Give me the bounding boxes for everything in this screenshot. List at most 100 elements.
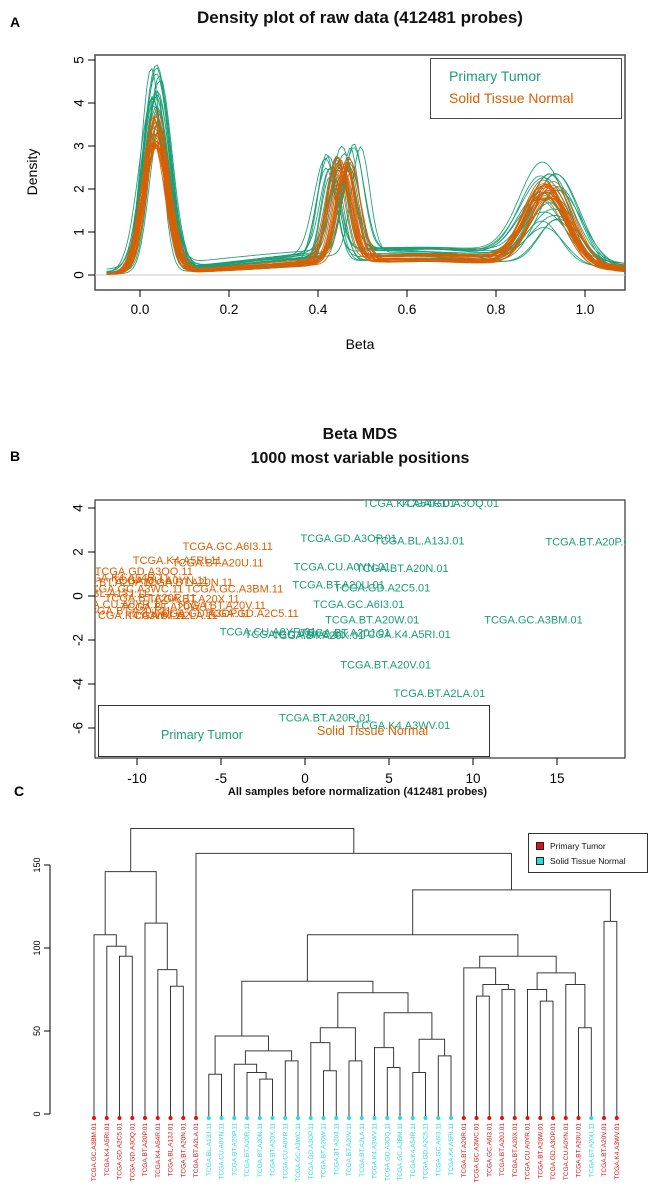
leaf-label: TCGA.K4.A5RI.01: [104, 1123, 111, 1176]
dendrogram-merge: [479, 955, 557, 973]
leaf-label: TCGA.GD.A2C5.11: [423, 1123, 430, 1180]
dendrogram-merge: [259, 1078, 273, 1118]
legend-label-solid-tissue-normal: Solid Tissue Normal: [550, 855, 626, 866]
leaf-dot: [372, 1116, 377, 1120]
dendrogram-merge: [501, 989, 516, 1118]
leaf-dot: [602, 1116, 606, 1120]
leaf-dot: [461, 1116, 466, 1120]
plot-box: [94, 499, 626, 759]
sample-point-label: TCGA.K4.A3WV.01: [355, 720, 451, 732]
leaf-label: TCGA.BT.A20P.11: [231, 1123, 238, 1176]
leaf-dot: [232, 1116, 237, 1120]
dendrogram-merge: [482, 984, 509, 997]
sample-point-label: TCGA.K4.A54R.11: [77, 573, 169, 585]
leaf-label: TCGA.BT.A2LA.01: [193, 1123, 200, 1178]
leaf-label: TCGA.GD.A3OP.01: [550, 1123, 557, 1180]
y-tick-label: 2: [72, 185, 87, 193]
sample-point-label: TCGA.GC.A3BM.11: [186, 584, 284, 596]
leaf-dot: [576, 1116, 581, 1120]
leaf-label: TCGA.CU.A0YN.01: [563, 1123, 570, 1180]
leaf-label: TCGA.GD.A3OQ.11: [384, 1123, 391, 1181]
leaf-dot: [143, 1116, 147, 1120]
legend-item-solid-tissue-normal: Solid Tissue Normal: [449, 87, 621, 109]
leaf-dot: [130, 1116, 135, 1120]
dendrogram-merge: [195, 852, 512, 1118]
leaf-dot: [308, 1116, 313, 1120]
x-tick-label: 0: [301, 771, 309, 786]
leaf-label: TCGA.GC.A3BM.11: [397, 1123, 404, 1181]
sample-point-label: TCGA.BL.A13J.11: [59, 588, 149, 600]
leaf-label: TCGA.CU.A0YR.11: [282, 1123, 289, 1180]
leaf-dot: [117, 1116, 122, 1120]
dendrogram-merge: [241, 980, 374, 1036]
y-tick-label: 1: [72, 228, 87, 236]
leaf-dot: [92, 1116, 96, 1120]
leaf-dot: [270, 1116, 275, 1120]
dendrogram-merge: [93, 934, 117, 1118]
dendrogram-merge: [463, 967, 497, 1118]
sample-point-label: TCGA.K4.A3WV.11: [91, 610, 186, 622]
dendrogram-merge: [310, 1042, 331, 1118]
panel-a-legend: Primary Tumor Solid Tissue Normal: [430, 58, 622, 119]
leaf-label: TCGA.CU.A0YN.11: [219, 1123, 226, 1180]
panel-a-x-axis-label: Beta: [345, 336, 375, 352]
leaf-label: TCGA.BT.A20U.01: [576, 1123, 583, 1178]
x-tick-label: -5: [215, 771, 227, 786]
density-curve: [106, 131, 625, 274]
y-tick-label: -6: [71, 722, 86, 734]
sample-point-label: TCGA.CU.A0YR.11: [69, 599, 165, 611]
x-tick-label: 10: [465, 771, 480, 786]
sample-point-label: TCGA.BT.A20P.01: [545, 536, 635, 548]
leaf-dot: [538, 1116, 543, 1120]
x-tick-label: 0.4: [309, 302, 328, 317]
y-tick-label: 0: [71, 592, 86, 600]
y-tick-label: 150: [32, 857, 42, 872]
sample-point-label: TCGA.K4.A5RI.11: [133, 555, 222, 567]
legend-label-primary-tumor: Primary Tumor: [449, 68, 541, 84]
density-curve: [106, 114, 625, 275]
dendrogram-merge: [170, 985, 184, 1118]
sample-point-label: TCGA.BT.A20R.01: [279, 712, 371, 724]
leaf-dot: [321, 1116, 326, 1120]
y-tick-label: 50: [32, 1026, 42, 1036]
plot-box: [94, 54, 626, 291]
leaf-dot: [257, 1116, 262, 1120]
dendrogram-merge: [418, 1038, 446, 1073]
dendrogram-merge: [603, 920, 618, 1118]
dendrogram-merge: [539, 1000, 554, 1118]
dendrogram-merge: [306, 934, 519, 982]
sample-point-label: TCGA.BT.A20W.11: [121, 601, 214, 613]
leaf-label: TCGA.BT.A20W.11: [321, 1123, 328, 1179]
sample-point-label: TCGA.CU.A0YN.11: [113, 575, 209, 587]
leaf-dot: [168, 1116, 173, 1120]
y-tick-label: -2: [71, 634, 86, 646]
legend-item-solid-tissue-normal: Solid Tissue Normal: [536, 853, 647, 868]
legend-item-primary-tumor: Primary Tumor: [449, 65, 621, 87]
dendrogram-merge: [214, 1035, 269, 1075]
leaf-dot: [385, 1116, 390, 1120]
sample-point-label: TCGA.BT.A20U.01: [292, 579, 384, 591]
leaf-dot: [194, 1116, 198, 1120]
leaf-label: TCGA.BT.A20R.11: [244, 1123, 251, 1177]
density-curve: [106, 139, 625, 275]
panel-a-density-chart: 0.0 0.2 0.4 0.6 0.8 1.0 0 1 2 3 4 5: [72, 54, 626, 317]
sample-point-label: TCGA.BT.A20N.01: [356, 563, 448, 575]
dendrogram-merge: [284, 1060, 299, 1118]
dendrogram-merge: [437, 1055, 452, 1118]
dendrogram-merge: [337, 992, 409, 1028]
x-tick-label: 0.0: [131, 302, 150, 317]
leaf-dot: [347, 1116, 351, 1120]
leaf-label: TCGA.GC.A6I3.01: [486, 1123, 493, 1177]
panel-a-title: Density plot of raw data (412481 probes): [197, 8, 523, 27]
leaf-dot: [449, 1116, 453, 1120]
legend-label-solid-tissue-normal: Solid Tissue Normal: [449, 90, 574, 106]
dendrogram-merge: [476, 995, 490, 1118]
leaf-label: TCGA.GD.A2C5.01: [117, 1123, 124, 1180]
leaf-dot: [410, 1116, 415, 1120]
sample-point-label: TCGA.BT.A20P.11: [65, 577, 154, 589]
panel-a-letter: A: [10, 14, 21, 30]
sample-point-label: TCGA.BT.A2LA.01: [394, 688, 486, 700]
sample-point-label: TCGA.BT.A20R.11: [105, 593, 197, 605]
leaf-dot: [104, 1116, 109, 1120]
